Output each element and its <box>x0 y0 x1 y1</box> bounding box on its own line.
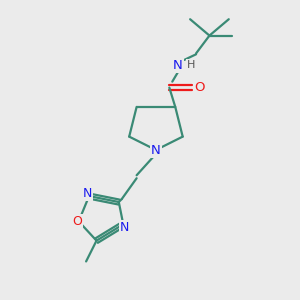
Text: N: N <box>151 143 161 157</box>
Text: N: N <box>173 59 182 72</box>
Text: O: O <box>72 215 82 228</box>
Text: O: O <box>194 81 204 94</box>
Text: N: N <box>83 187 92 200</box>
Text: H: H <box>187 60 195 70</box>
Text: N: N <box>120 221 129 234</box>
